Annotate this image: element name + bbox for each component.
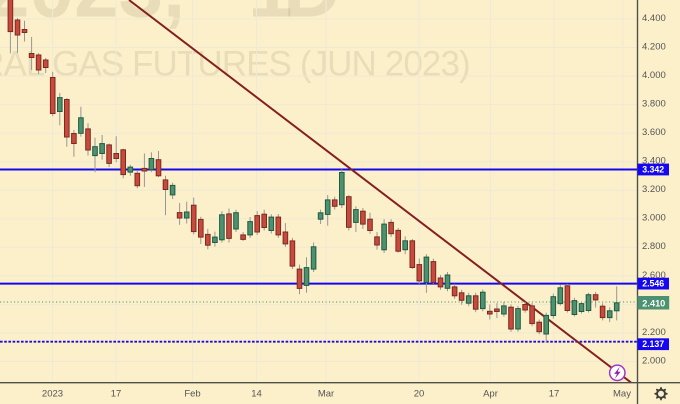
svg-text:2.800: 2.800 [642, 241, 666, 252]
svg-text:17: 17 [549, 389, 560, 400]
svg-text:Apr: Apr [483, 389, 498, 400]
svg-text:17: 17 [111, 389, 122, 400]
svg-text:May: May [613, 389, 631, 400]
svg-text:3.000: 3.000 [642, 213, 666, 224]
svg-text:20: 20 [414, 389, 425, 400]
svg-text:14: 14 [251, 389, 262, 400]
svg-text:4.200: 4.200 [642, 41, 666, 52]
svg-text:Feb: Feb [184, 389, 200, 400]
svg-text:4.000: 4.000 [642, 70, 666, 81]
svg-text:D: D [283, 0, 341, 34]
svg-text:2.600: 2.600 [642, 270, 666, 281]
svg-text:3.800: 3.800 [642, 99, 666, 110]
svg-text:4.400: 4.400 [642, 13, 666, 24]
svg-text:Mar: Mar [318, 389, 334, 400]
svg-text:2.137: 2.137 [642, 339, 664, 349]
svg-text:2.410: 2.410 [642, 298, 665, 308]
svg-text:NATURAL GAS FUTURES (JUN 2023): NATURAL GAS FUTURES (JUN 2023) [0, 45, 470, 84]
svg-text:3.200: 3.200 [642, 184, 666, 195]
svg-text:2023: 2023 [42, 389, 63, 400]
svg-text:3.342: 3.342 [642, 165, 664, 175]
svg-text:2023,: 2023, [0, 0, 185, 34]
svg-text:2.000: 2.000 [642, 355, 666, 366]
svg-text:3.600: 3.600 [642, 127, 666, 138]
svg-text:2.546: 2.546 [642, 279, 664, 289]
svg-text:1: 1 [248, 0, 293, 34]
svg-text:3.400: 3.400 [642, 156, 666, 167]
svg-text:2.200: 2.200 [642, 327, 666, 338]
